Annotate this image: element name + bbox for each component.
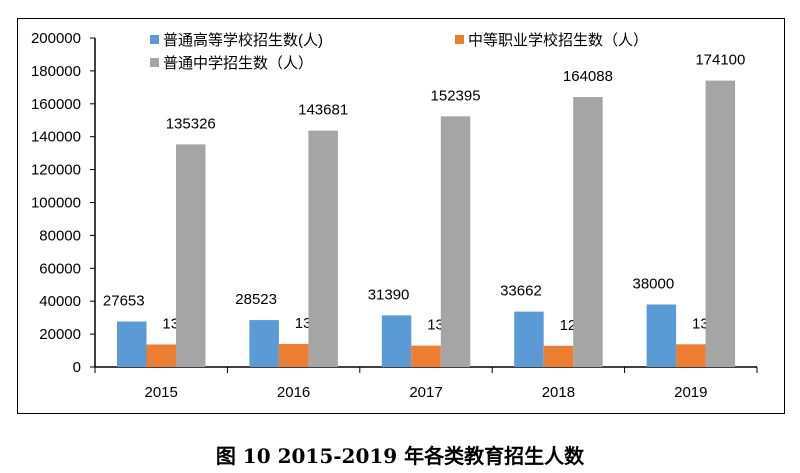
bar-0-2017 (381, 315, 412, 367)
legend-label-1: 中等职业学校招生数（人） (468, 31, 648, 49)
bar-0-2016 (249, 320, 279, 367)
bar-2-2019 (705, 80, 736, 367)
bar-1-2015 (146, 344, 176, 367)
y-tick-label: 80000 (39, 227, 81, 244)
y-tick-label: 60000 (39, 260, 81, 277)
data-label: 164088 (563, 68, 613, 85)
legend-label-2: 普通中学招生数（人） (163, 55, 313, 72)
y-tick-label: 200000 (31, 30, 81, 47)
data-label: 33662 (500, 283, 542, 300)
y-tick-label: 120000 (31, 162, 81, 179)
bar-1-2019 (676, 344, 706, 367)
y-tick-label: 160000 (31, 96, 81, 113)
data-label: 38000 (632, 275, 674, 292)
legend-swatch-1 (455, 35, 464, 44)
x-tick-label: 2018 (542, 384, 575, 401)
chart-caption: 图 10 2015-2019 年各类教育招生人数 (215, 444, 585, 468)
data-label: 28523 (235, 291, 277, 308)
y-tick-label: 140000 (31, 129, 81, 146)
bar-0-2015 (117, 321, 147, 367)
bar-0-2019 (646, 304, 677, 367)
legend-label-0: 普通高等学校招生数(人) (163, 31, 323, 49)
bar-1-2018 (543, 345, 574, 367)
bar-2-2016 (308, 130, 338, 367)
bar-1-2016 (278, 344, 309, 367)
x-tick-label: 2015 (145, 384, 178, 401)
data-label: 174100 (695, 52, 745, 69)
y-tick-label: 20000 (39, 326, 81, 343)
bar-0-2018 (514, 311, 544, 367)
legend-swatch-2 (150, 58, 159, 67)
bar-2-2018 (573, 97, 603, 367)
y-tick-label: 100000 (31, 195, 81, 212)
chart-frame (17, 18, 785, 414)
bar-1-2017 (411, 345, 441, 367)
x-tick-label: 2017 (409, 384, 442, 401)
data-label: 143681 (298, 102, 348, 119)
bar-2-2015 (176, 144, 206, 367)
x-tick-label: 2016 (277, 384, 310, 401)
data-label: 27653 (103, 293, 145, 310)
y-tick-label: 40000 (39, 293, 81, 310)
data-label: 31390 (368, 286, 410, 303)
x-tick-label: 2019 (674, 384, 707, 401)
y-tick-label: 180000 (31, 63, 81, 80)
legend-swatch-0 (150, 35, 159, 44)
y-tick-label: 0 (73, 359, 81, 376)
data-label: 152395 (431, 87, 481, 104)
data-label: 135326 (166, 115, 216, 132)
bar-2-2017 (440, 116, 471, 367)
